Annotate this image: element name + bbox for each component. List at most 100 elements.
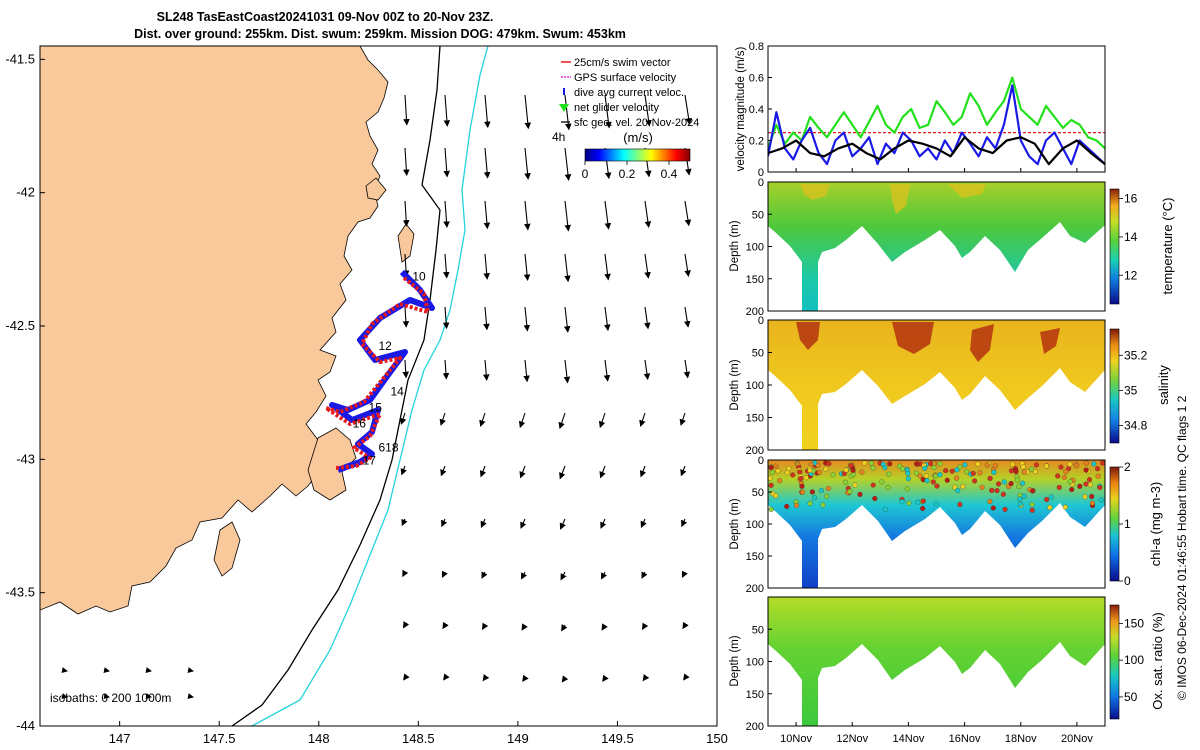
temperature-warm-patch — [800, 184, 986, 214]
chl-sample-dot — [932, 473, 939, 479]
depth-ytick-label: 200 — [746, 306, 764, 318]
geo-velocity-arrow — [403, 147, 410, 177]
chl-sample-dot — [943, 468, 949, 474]
chl-sample-dot — [979, 484, 985, 490]
geo-velocity-arrow — [644, 94, 652, 127]
track-day-label: 17 — [363, 454, 377, 468]
chl-sample-dot — [1048, 494, 1054, 500]
legend-net-marker — [559, 104, 569, 112]
geo-velocity-arrow — [442, 621, 449, 630]
chl-sample-dot — [1061, 474, 1067, 480]
chl-sample-dot — [970, 470, 976, 476]
chl-sample-dot — [1095, 466, 1101, 472]
isobath-200m — [231, 46, 441, 726]
chl-sample-dot — [768, 464, 774, 471]
chl-sample-dot — [868, 460, 874, 466]
geo-velocity-arrow — [443, 200, 450, 229]
colorbar-tick-label: 0 — [1124, 574, 1131, 588]
geo-velocity-arrow — [521, 571, 527, 580]
salinity-ylabel: Depth (m) — [729, 359, 741, 410]
tasmania-landmass — [40, 46, 389, 615]
colorbar-tick-label: 100 — [1124, 653, 1144, 667]
temperature-field — [768, 182, 1105, 311]
geo-velocity-arrow — [439, 412, 446, 426]
chl-sample-dot — [1029, 507, 1035, 513]
geo-velocity-arrow — [563, 306, 571, 333]
geo-velocity-arrow — [559, 518, 566, 530]
chl-sample-dot — [914, 461, 920, 467]
geo-velocity-arrow — [483, 253, 490, 280]
salinity-colorbar — [1109, 328, 1120, 444]
depth-ytick-label: 150 — [746, 689, 764, 701]
chl-sample-dot — [870, 482, 876, 488]
geo-velocity-arrow — [601, 623, 608, 631]
oxygen-colorbar-label: Ox. sat. ratio (%) — [1150, 612, 1165, 710]
chl-sample-dot — [773, 463, 779, 469]
map-colorbar — [584, 148, 691, 162]
geo-velocity-arrow — [103, 693, 110, 699]
chl-sample-dot — [1008, 468, 1014, 474]
chl-sample-dot — [857, 491, 863, 497]
chl-sample-dot — [1016, 483, 1022, 490]
chl-sample-dot — [1029, 466, 1035, 472]
chl-sample-dot — [954, 467, 960, 473]
chl-sample-dot — [1008, 480, 1014, 487]
chl-sample-dot — [937, 472, 943, 478]
chl-sample-dot — [886, 471, 892, 477]
oxygen-colorbar — [1109, 604, 1120, 720]
chl-sample-dot — [1021, 493, 1027, 499]
geo-velocity-arrow — [187, 667, 194, 673]
chl-sample-dot — [816, 469, 823, 475]
peninsula-land — [307, 427, 357, 501]
time-xtick-label: 14Nov — [893, 733, 925, 745]
chl-sample-dot — [990, 505, 996, 511]
map-legend: 25cm/s swim vector GPS surface velocity … — [552, 57, 699, 181]
chl-sample-dot — [1020, 480, 1026, 486]
depth-ytick-label: 50 — [752, 348, 764, 360]
chl-sample-dot — [880, 461, 886, 467]
geo-velocity-arrow — [521, 623, 528, 631]
map-colorbar-tick-label: 0.2 — [619, 167, 636, 181]
chl-sample-dot — [768, 482, 774, 488]
chl-sample-dot — [1089, 500, 1095, 506]
chl-sample-dot — [1000, 491, 1006, 497]
depth-ytick-label: 150 — [746, 274, 764, 286]
geo-velocity-arrow — [519, 465, 526, 479]
chl-ylabel: Depth (m) — [729, 498, 741, 549]
chl-sample-dot — [818, 488, 824, 494]
geo-velocity-arrow — [684, 200, 692, 227]
depth-ytick-label: 0 — [758, 455, 764, 467]
chl-sample-dot — [830, 472, 836, 478]
geo-velocity-arrow — [683, 673, 690, 681]
chl-sample-dot — [1032, 469, 1038, 475]
map-xtick-label: 149.5 — [601, 731, 634, 746]
chl-sample-dot — [1030, 488, 1036, 494]
chl-sample-dot — [931, 465, 937, 471]
chl-sample-dot — [1013, 468, 1019, 475]
geo-velocity-arrow — [402, 200, 410, 227]
chl-sample-dot — [1017, 501, 1023, 507]
geo-velocity-arrow — [483, 200, 491, 230]
geo-velocity-arrow — [402, 359, 410, 379]
chl-sample-dot — [882, 506, 889, 512]
chl-sample-dot — [1033, 462, 1039, 468]
oxygen-ylabel: Depth (m) — [729, 635, 741, 686]
chl-sample-dot — [872, 495, 878, 502]
velocity-series-line — [768, 136, 1105, 166]
geo-velocity-arrow — [145, 667, 152, 673]
chl-sample-dot — [1095, 473, 1101, 479]
legend-net: net glider velocity — [574, 102, 659, 114]
oxygen-field — [768, 597, 1105, 726]
chl-sample-dot — [964, 469, 970, 475]
chl-sample-dot — [1098, 497, 1104, 503]
chl-sample-dot — [922, 465, 928, 471]
chl-sample-dot — [905, 470, 911, 476]
chl-sample-dot — [1086, 477, 1093, 483]
geo-velocity-arrow — [401, 518, 408, 527]
track-day-label: 14 — [390, 384, 404, 398]
depth-ytick-label: 0 — [758, 315, 764, 327]
track-day-label: 16 — [353, 416, 367, 430]
glider-track-red — [324, 276, 430, 470]
